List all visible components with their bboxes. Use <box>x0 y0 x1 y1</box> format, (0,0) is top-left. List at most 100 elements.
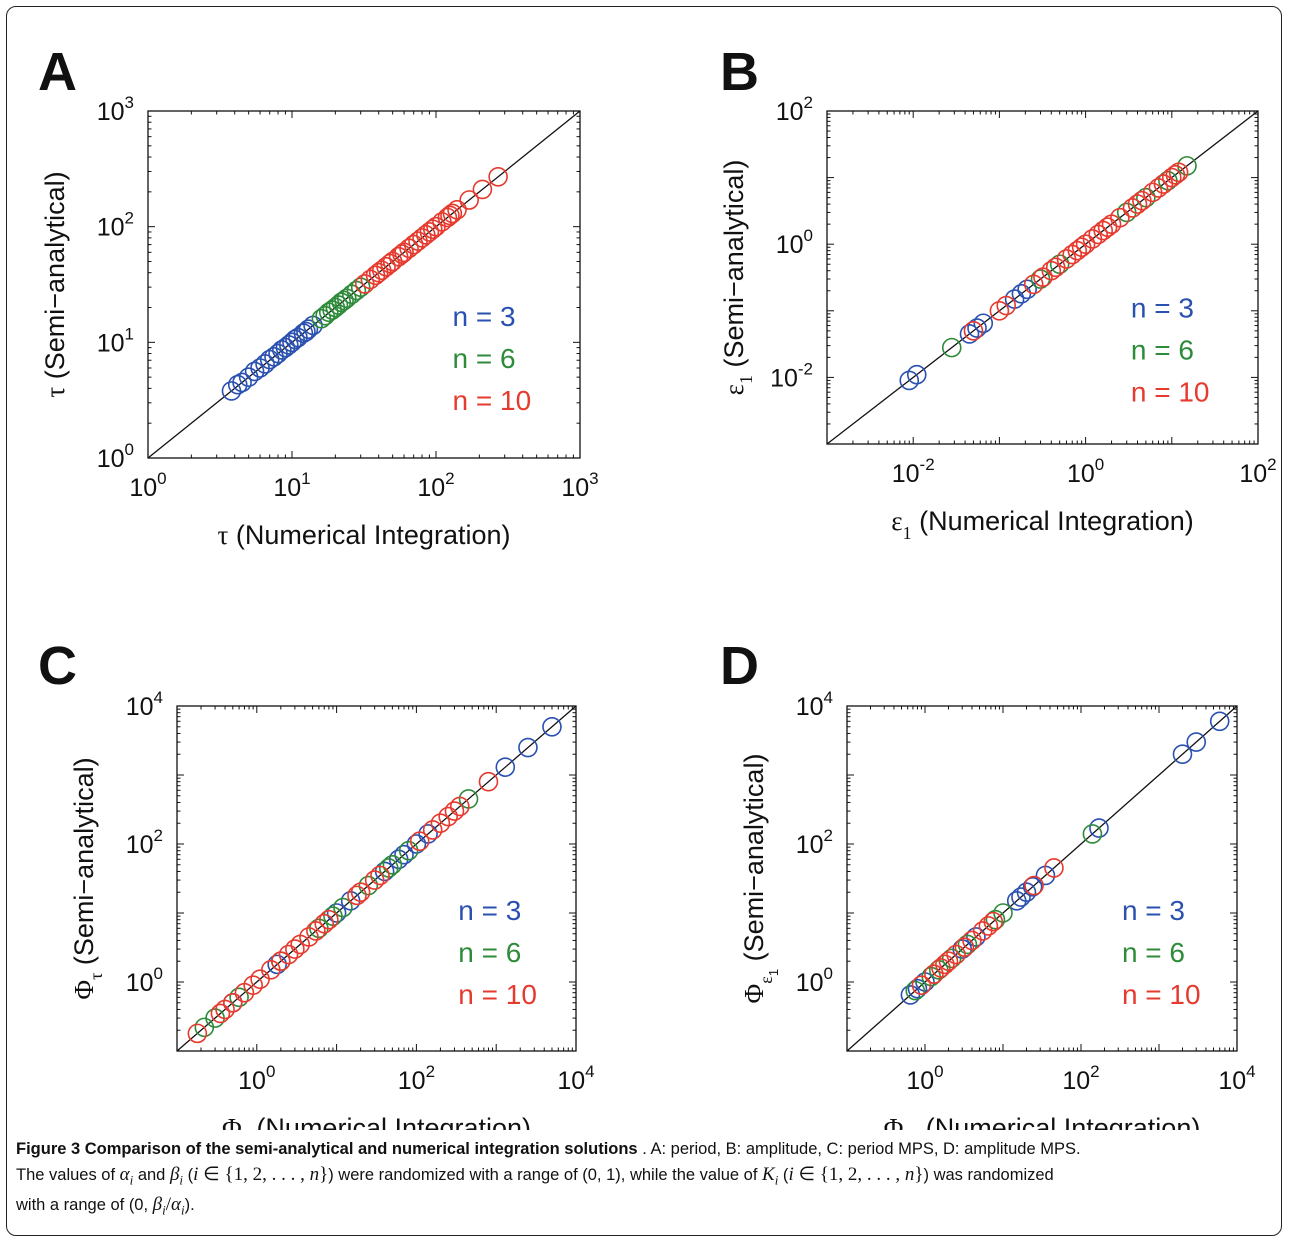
data-point <box>1089 818 1109 838</box>
data-point <box>1110 207 1130 228</box>
reference-line <box>176 705 577 1052</box>
x-tick-label: 102 <box>398 1062 435 1095</box>
data-point <box>1148 178 1169 198</box>
axes-box <box>176 705 577 1052</box>
caption-symbol: i <box>774 1172 779 1188</box>
data-point <box>370 865 390 886</box>
data-point <box>478 771 499 792</box>
x-axis-label: ε1 (Numerical Integration) <box>891 506 1193 543</box>
caption-symbol: α <box>119 1164 130 1185</box>
panel-letter: D <box>720 636 759 696</box>
data-point <box>243 975 263 995</box>
data-point <box>271 951 291 972</box>
x-axis-label: Φε1 (Numerical Integration) <box>884 1113 1201 1130</box>
data-point <box>278 944 299 965</box>
caption-symbol: n <box>309 1164 320 1185</box>
data-point <box>973 313 994 334</box>
caption-line1: . A: period, B: amplitude, C: period MPS… <box>637 1140 1081 1158</box>
y-tick-label: 102 <box>796 826 833 859</box>
data-point <box>314 913 335 934</box>
data-point <box>444 801 465 821</box>
y-tick-label: 101 <box>97 324 134 357</box>
caption-text: ). <box>184 1196 195 1215</box>
panel-letter: C <box>38 636 77 696</box>
data-point <box>382 854 403 875</box>
axes-box <box>826 110 1259 445</box>
x-tick-label: 100 <box>129 469 166 502</box>
y-axis-label: ε1 (Semi−analytical) <box>719 160 756 396</box>
data-point <box>442 203 463 224</box>
caption-text: and <box>133 1166 170 1184</box>
caption-text: with a range of (0, <box>16 1196 153 1215</box>
x-tick-label: 10-2 <box>892 455 935 488</box>
data-point <box>907 978 928 999</box>
x-tick-label: 102 <box>1239 455 1276 488</box>
legend-entry: n = 10 <box>458 979 537 1010</box>
caption-symbol: β <box>152 1194 163 1216</box>
x-tick-label: 103 <box>561 469 598 502</box>
data-point <box>447 199 467 220</box>
data-point <box>518 737 538 758</box>
data-point <box>938 951 959 972</box>
x-tick-label: 100 <box>238 1062 275 1095</box>
x-tick-label: 104 <box>557 1062 594 1095</box>
data-point <box>1024 875 1044 896</box>
data-point <box>331 292 352 313</box>
caption-symbol: n <box>904 1164 915 1185</box>
legend-entry: n = 10 <box>453 385 532 416</box>
y-tick-label: 100 <box>776 226 813 259</box>
data-point <box>319 909 339 930</box>
data-point <box>911 975 932 995</box>
legend-entry: n = 10 <box>1122 979 1201 1010</box>
y-axis-label: Φτ (Semi−analytical) <box>69 757 106 999</box>
y-tick-label: 102 <box>126 826 163 859</box>
chart-panel-d: D 100 102 104 100 102 104 Φε1 (Numerical Integr… <box>720 636 1256 1130</box>
data-point <box>1097 217 1118 237</box>
data-point <box>210 1003 231 1024</box>
y-tick-label: 104 <box>126 688 163 721</box>
data-point <box>1172 744 1193 765</box>
x-tick-label: 100 <box>1067 455 1104 488</box>
data-point <box>244 361 265 382</box>
data-point <box>954 937 975 957</box>
data-point <box>983 911 1004 932</box>
y-tick-label: 103 <box>97 93 134 126</box>
data-point <box>924 964 944 984</box>
data-point <box>364 870 385 890</box>
data-point <box>996 295 1017 316</box>
caption-set: ∈ {1, 2, . . . , <box>793 1164 905 1185</box>
y-tick-label: 10-2 <box>770 359 813 392</box>
data-point <box>222 992 243 1013</box>
data-point <box>1209 711 1230 732</box>
data-point <box>232 372 252 393</box>
series-n-10 <box>911 858 1064 995</box>
data-point <box>989 300 1010 321</box>
data-point <box>1127 194 1148 214</box>
data-point <box>978 916 999 936</box>
data-point <box>438 806 458 827</box>
legend-entry: n = 3 <box>1131 292 1194 323</box>
caption-text: ) were randomized with a range of (0, 1)… <box>328 1166 763 1184</box>
data-point <box>296 321 316 342</box>
caption-symbol: i <box>162 1202 166 1218</box>
data-point <box>1082 824 1103 844</box>
caption-set: } <box>914 1164 924 1185</box>
figure-frame <box>6 6 1282 1236</box>
data-point <box>409 831 430 851</box>
data-point <box>394 844 414 865</box>
series-n-6 <box>311 277 371 329</box>
data-point <box>227 374 248 395</box>
caption-symbol: β <box>169 1164 180 1185</box>
legend-entry: n = 3 <box>1122 895 1185 926</box>
y-axis-label: τ (Semi−analytical) <box>40 171 70 397</box>
data-point <box>333 897 353 918</box>
data-point <box>1186 732 1207 752</box>
caption-symbol: K <box>762 1164 775 1185</box>
caption-symbol: i <box>129 1172 134 1188</box>
data-point <box>488 166 508 187</box>
data-point <box>931 958 951 978</box>
figure-canvas: A 100 101 102 103 100 101 102 103 τ (Numerical In… <box>38 42 1277 1130</box>
data-point <box>376 256 396 277</box>
y-axis-label: Φε1 (Semi−analytical) <box>739 754 781 1004</box>
x-tick-label: 100 <box>906 1062 943 1095</box>
